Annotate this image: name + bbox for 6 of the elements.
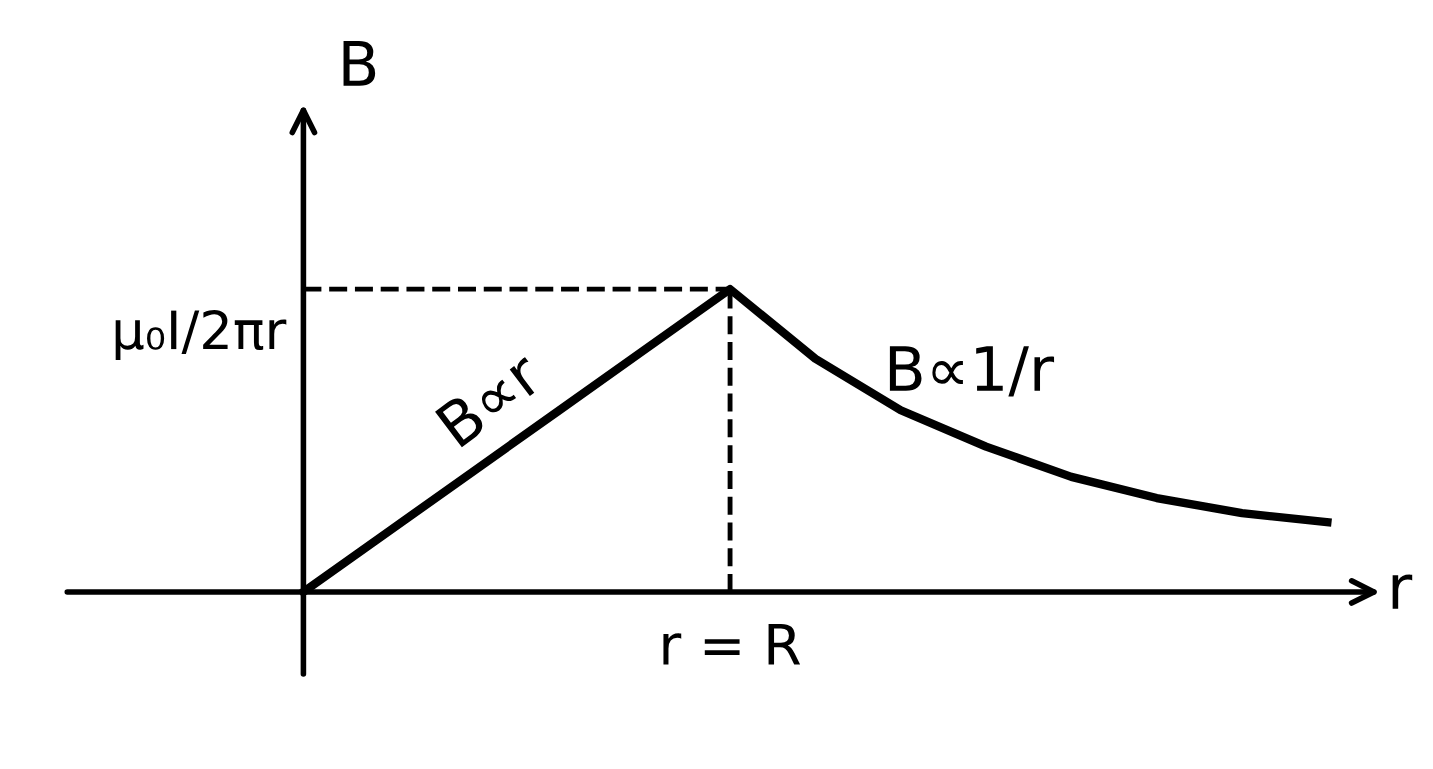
- y-axis-title: B: [343, 41, 376, 86]
- annotation: B∝1/r: [889, 346, 1055, 397]
- x-axis-title: r: [1392, 574, 1413, 609]
- ref-line-label: μ₀I/2πr: [115, 309, 287, 361]
- annotation: B∝r: [435, 348, 546, 448]
- text: r = R: [663, 623, 801, 665]
